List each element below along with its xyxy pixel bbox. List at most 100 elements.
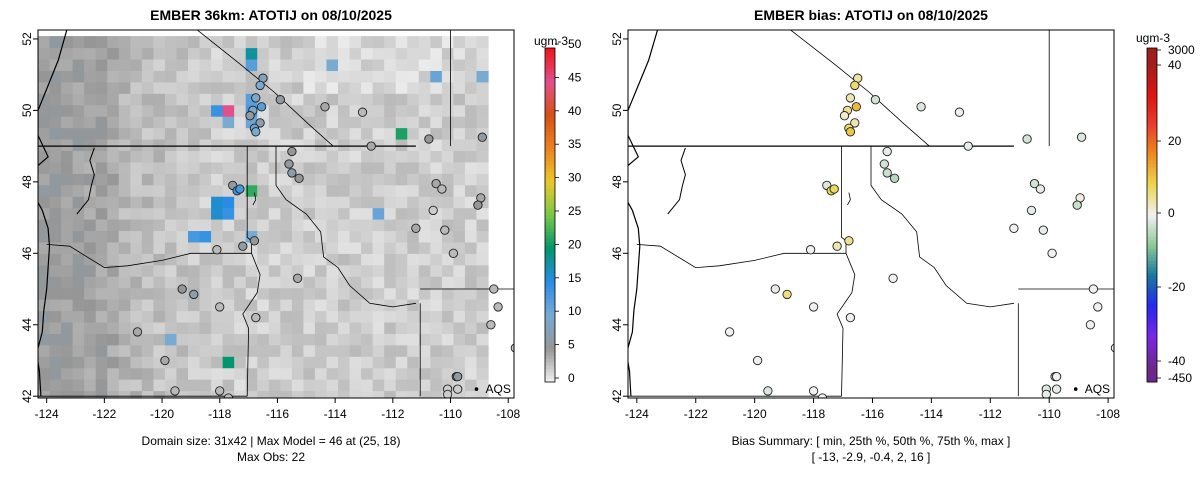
grid-cell: [245, 367, 258, 380]
or-id-border: [836, 253, 856, 397]
grid-cell: [430, 138, 443, 151]
grid-cell: [280, 379, 293, 392]
grid-cell: [395, 81, 408, 94]
grid-cell: [211, 344, 224, 357]
grid-cell: [141, 356, 154, 369]
grid-cell: [418, 253, 431, 266]
grid-cell: [49, 253, 62, 266]
grid-cell: [326, 230, 339, 243]
grid-cell: [384, 264, 397, 277]
grid-cell: [430, 390, 443, 398]
grid-cell: [222, 70, 235, 83]
right-plot-frame: [627, 29, 1115, 399]
colorbar-segment: [545, 161, 555, 166]
grid-cell: [245, 150, 258, 163]
grid-cell: [349, 287, 362, 300]
grid-cell: [395, 219, 408, 232]
grid-cell: [95, 344, 108, 357]
colorbar-tick-label: 3000: [1168, 43, 1195, 57]
id-mt-border: [870, 146, 1014, 308]
grid-cell: [107, 104, 120, 117]
grid-cell: [430, 310, 443, 323]
aqs-legend-label: AQS: [1085, 382, 1110, 396]
grid-cell: [464, 173, 478, 186]
grid-cell: [418, 356, 431, 369]
grid-cell: [234, 150, 247, 163]
colorbar-segment: [1147, 196, 1157, 201]
grid-cell: [61, 127, 74, 140]
grid-cell: [222, 138, 235, 151]
grid-cell: [291, 379, 305, 392]
grid-cell: [188, 367, 201, 380]
grid-cell: [84, 379, 97, 392]
grid-cell: [38, 390, 51, 398]
grid-cell: [303, 70, 316, 83]
colorbar-segment: [1147, 269, 1157, 274]
grid-cell: [199, 367, 212, 380]
station-marker: [235, 184, 245, 194]
grid-cell: [418, 321, 431, 334]
grid-cell: [395, 47, 408, 60]
colorbar-segment: [545, 64, 555, 69]
grid-cell: [326, 379, 339, 392]
grid-cell: [245, 287, 258, 300]
grid-cell: [153, 150, 166, 163]
grid-cell: [245, 58, 258, 71]
grid-cell: [349, 138, 362, 151]
grid-cell: [188, 116, 201, 129]
colorbar-segment: [1147, 72, 1157, 76]
grid-cell: [372, 196, 385, 209]
grid-cell: [107, 367, 120, 380]
grid-cell: [418, 241, 431, 254]
grid-cell: [407, 230, 420, 243]
grid-cell: [38, 344, 51, 357]
colorbar-segment: [1147, 193, 1157, 198]
grid-cell: [164, 150, 178, 163]
grid-cell: [95, 310, 108, 323]
left-footer-line1: Domain size: 31x42 | Max Model = 46 at (…: [142, 434, 401, 448]
grid-cell: [361, 333, 374, 346]
grid-cell: [176, 36, 189, 49]
colorbar-segment: [545, 271, 555, 276]
grid-cell: [118, 58, 131, 71]
grid-cell: [164, 58, 178, 71]
grid-cell: [222, 379, 235, 392]
colorbar-segment: [1147, 339, 1157, 343]
station-marker: [366, 141, 376, 151]
grid-cell: [418, 173, 431, 186]
grid-cell: [361, 36, 374, 49]
grid-cell: [395, 253, 408, 266]
grid-cell: [257, 93, 270, 106]
grid-cell: [407, 173, 420, 186]
station-marker: [763, 386, 773, 396]
grid-cell: [349, 333, 362, 346]
grid-cell: [176, 379, 189, 392]
grid-cell: [118, 47, 131, 60]
grid-cell: [38, 81, 51, 94]
grid-cell: [49, 344, 62, 357]
grid-cell: [222, 253, 235, 266]
grid-cell: [361, 58, 374, 71]
grid-cell: [141, 138, 154, 151]
grid-cell: [95, 299, 108, 312]
grid-cell: [361, 207, 374, 220]
grid-cell: [338, 116, 351, 129]
colorbar-segment: [545, 131, 555, 136]
grid-cell: [49, 93, 62, 106]
grid-cell: [199, 104, 212, 117]
grid-cell: [338, 367, 351, 380]
grid-cell: [384, 161, 397, 174]
grid-cell: [72, 138, 85, 151]
grid-cell: [326, 253, 339, 266]
colorbar-segment: [1147, 312, 1157, 316]
grid-cell: [395, 367, 408, 380]
colorbar-segment: [545, 318, 555, 323]
colorbar-segment: [545, 198, 555, 203]
x-tick-label: -114: [324, 407, 347, 421]
colorbar-segment: [1147, 111, 1157, 116]
station-marker: [1009, 223, 1019, 233]
grid-cell: [326, 390, 339, 398]
station-marker: [284, 159, 294, 169]
grid-cell: [245, 333, 258, 346]
grid-cell: [372, 138, 385, 151]
